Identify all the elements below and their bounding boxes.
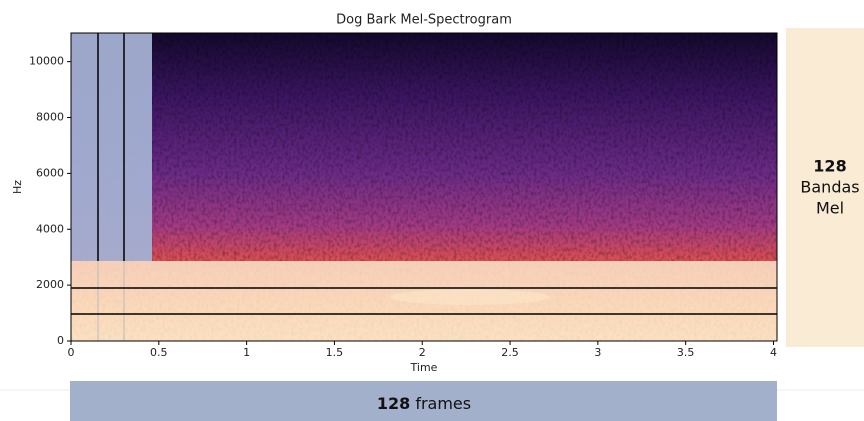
y-tick-label: 8000 — [36, 111, 64, 124]
y-tick-label: 2000 — [36, 278, 64, 291]
frames-label: 128 frames — [377, 394, 471, 413]
x-tick-label: 4 — [770, 346, 777, 359]
mel-band-count: 128 — [813, 157, 846, 176]
frames-count: 128 — [377, 394, 410, 413]
x-tick-label: 3.5 — [677, 346, 695, 359]
spectrogram-image — [71, 33, 777, 341]
mel-band-text: Mel — [816, 199, 844, 218]
y-tick-label: 4000 — [36, 222, 64, 235]
x-axis-label: Time — [410, 361, 438, 374]
y-tick-label: 10000 — [29, 55, 64, 68]
x-tick-label: 3 — [594, 346, 601, 359]
x-tick-label: 0 — [68, 346, 75, 359]
x-tick-label: 1 — [243, 346, 250, 359]
y-tick-label: 6000 — [36, 166, 64, 179]
y-axis-label: Hz — [11, 180, 24, 194]
chart-title: Dog Bark Mel-Spectrogram — [336, 13, 512, 28]
page: Dog Bark Mel-Spectrogram Time Hz 128 Ban… — [0, 0, 864, 421]
mel-band-text: Bandas — [800, 178, 859, 197]
x-tick-label: 1.5 — [326, 346, 344, 359]
x-tick-label: 0.5 — [150, 346, 168, 359]
x-tick-label: 2.5 — [501, 346, 519, 359]
x-tick-label: 2 — [419, 346, 426, 359]
y-tick-label: 0 — [57, 334, 64, 347]
frames-text: frames — [415, 394, 471, 413]
